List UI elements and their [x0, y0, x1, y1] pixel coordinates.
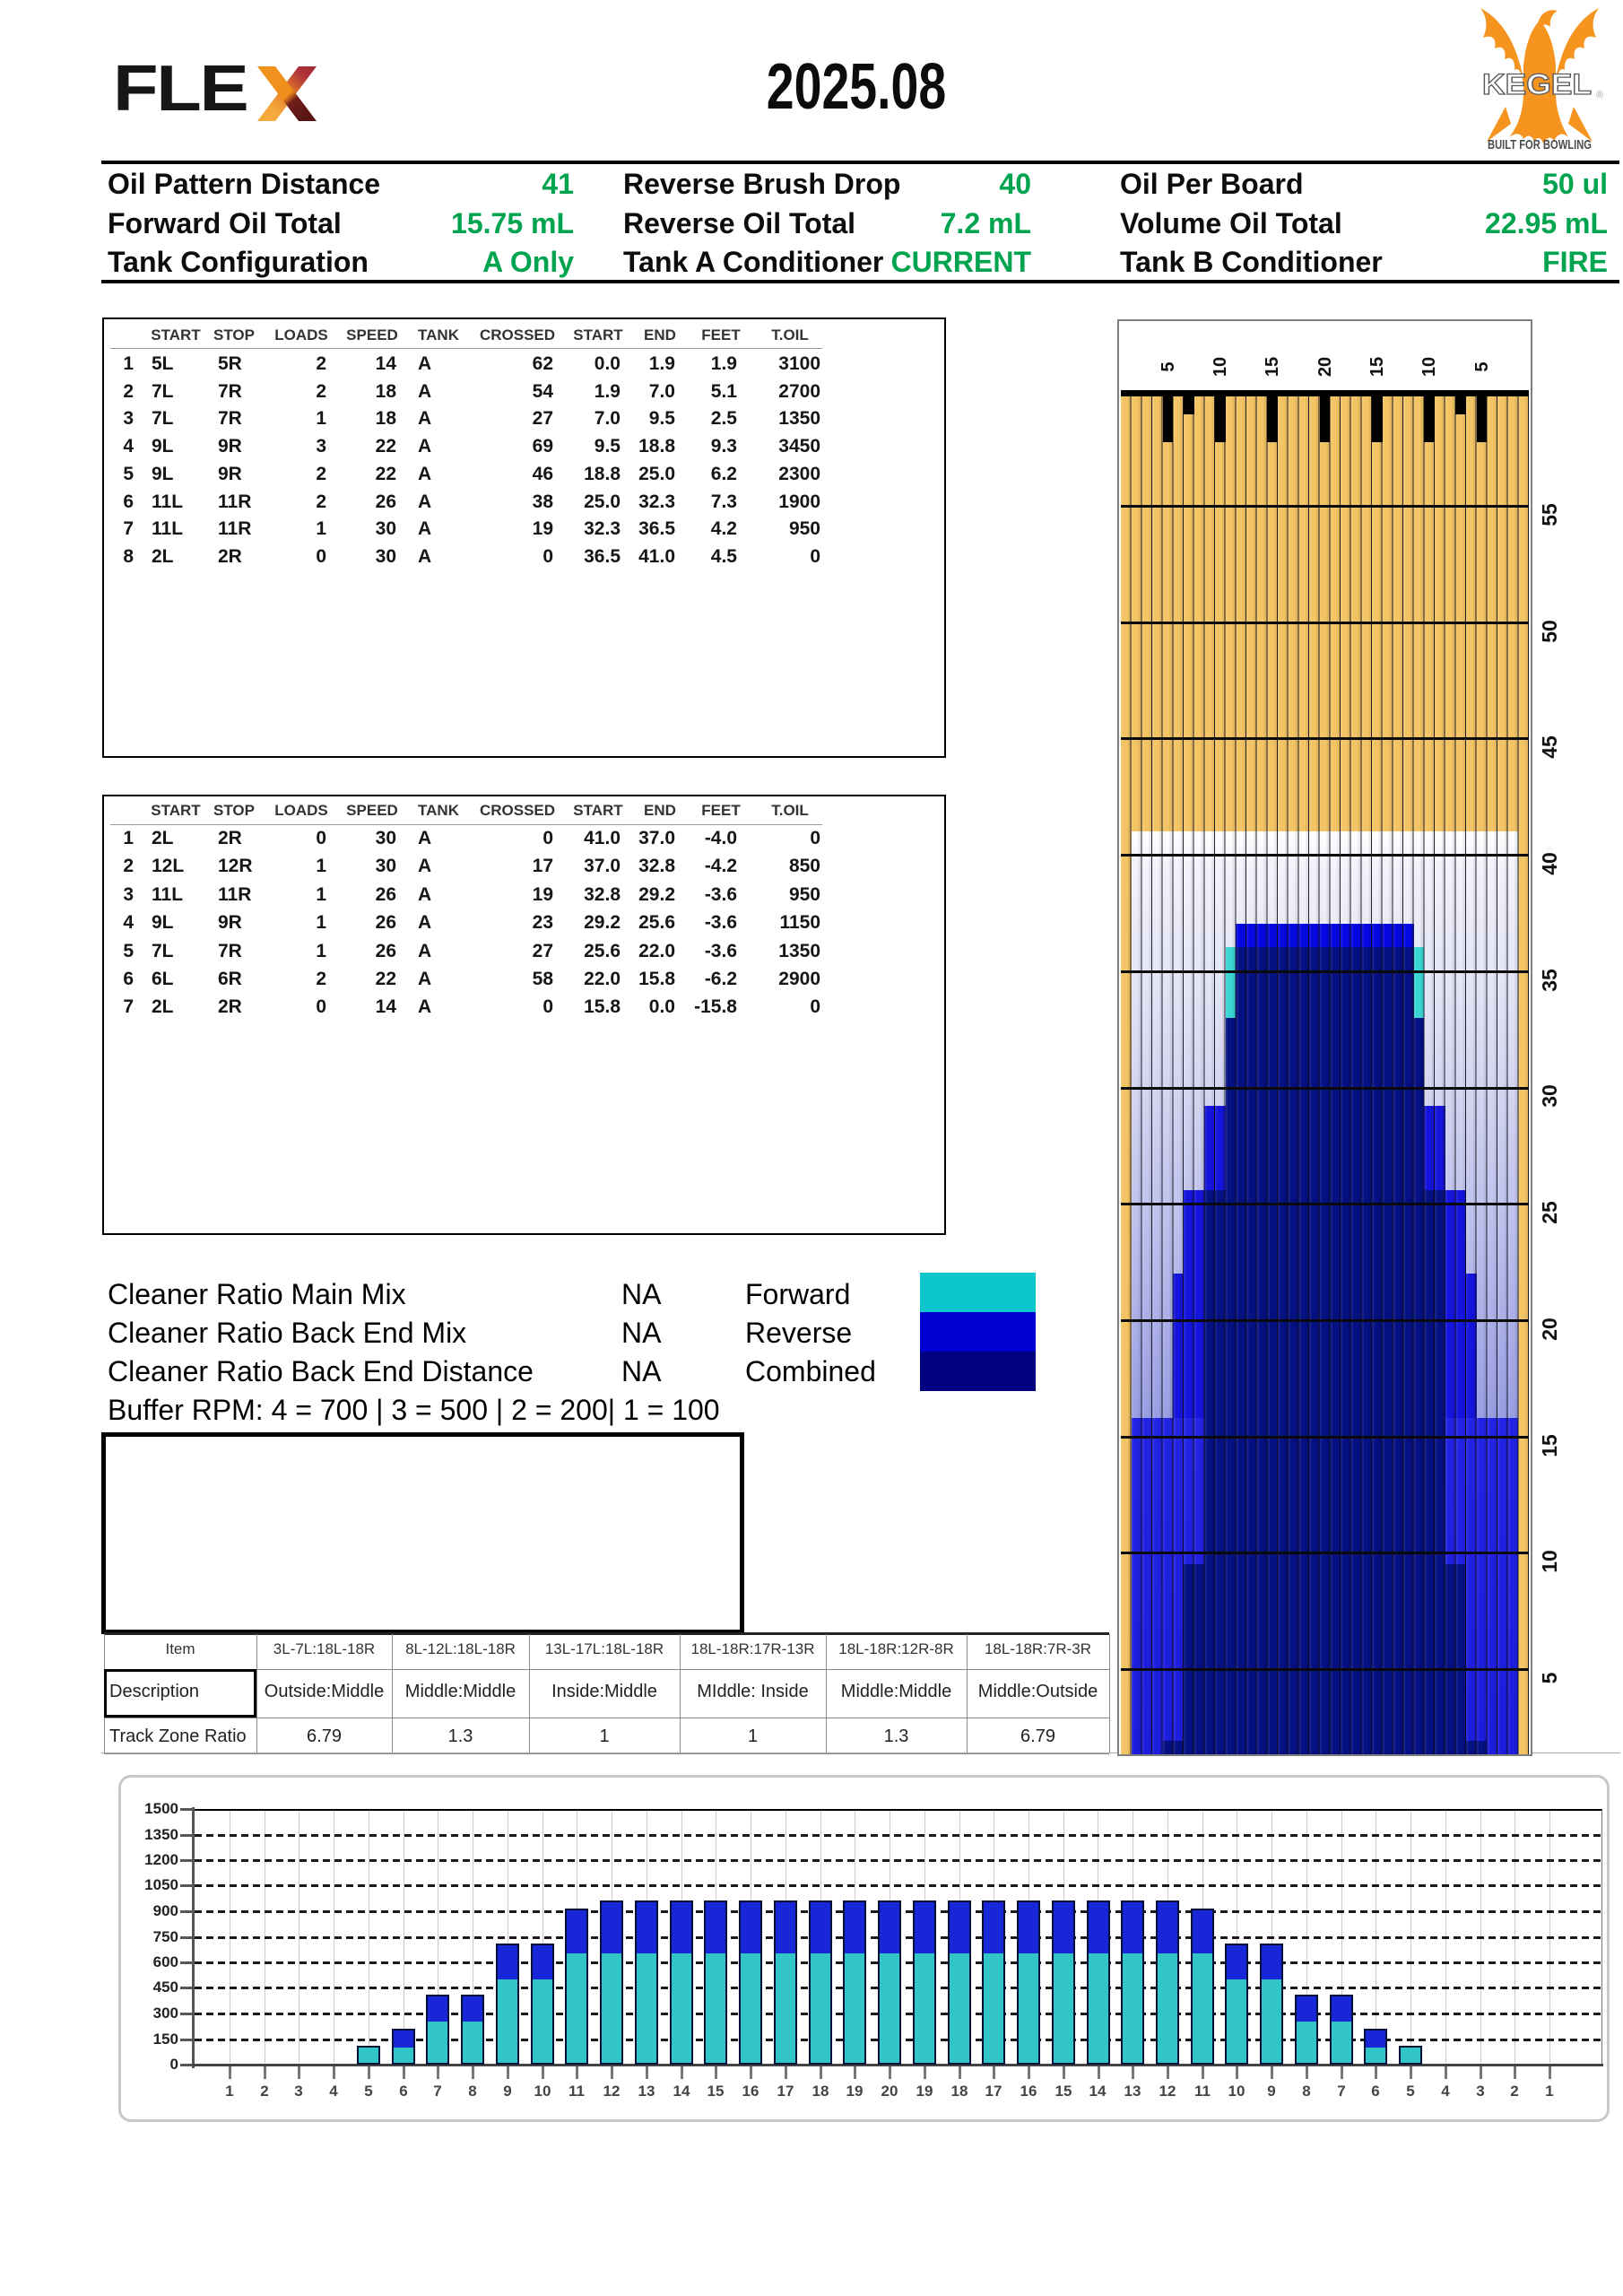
- svg-text:®: ®: [1596, 90, 1603, 100]
- svg-text:KEGEL: KEGEL: [1482, 68, 1592, 100]
- svg-text:BUILT FOR BOWLING: BUILT FOR BOWLING: [1488, 137, 1592, 152]
